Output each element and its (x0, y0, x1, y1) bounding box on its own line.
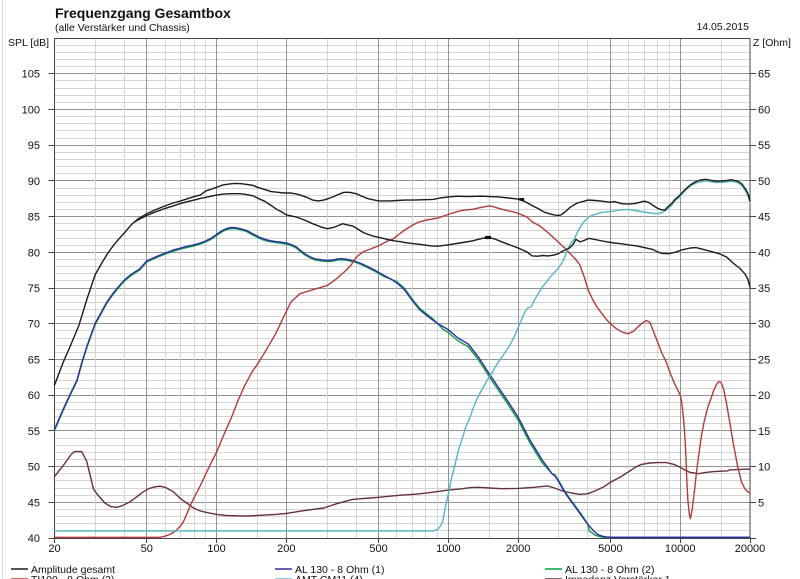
svg-text:10: 10 (758, 462, 770, 474)
svg-text:AL 130 - 8 Ohm (2): AL 130 - 8 Ohm (2) (565, 564, 654, 576)
svg-text:1000: 1000 (436, 543, 460, 555)
svg-text:20: 20 (758, 390, 770, 402)
svg-text:95: 95 (28, 140, 40, 152)
svg-text:200: 200 (277, 543, 295, 555)
svg-text:105: 105 (22, 69, 40, 81)
svg-text:Z [Ohm]: Z [Ohm] (753, 37, 791, 49)
svg-text:35: 35 (758, 283, 770, 295)
svg-text:(alle Verstärker und Chassis): (alle Verstärker und Chassis) (55, 22, 190, 34)
svg-text:2000: 2000 (506, 543, 530, 555)
svg-text:Frequenzgang Gesamtbox: Frequenzgang Gesamtbox (55, 5, 231, 21)
svg-text:60: 60 (758, 104, 770, 116)
svg-text:45: 45 (758, 212, 770, 224)
svg-text:AL 130 - 8 Ohm (1): AL 130 - 8 Ohm (1) (295, 564, 384, 576)
svg-text:60: 60 (28, 390, 40, 402)
svg-text:50: 50 (758, 176, 770, 188)
svg-text:AMT CM11 (4): AMT CM11 (4) (295, 574, 363, 579)
svg-text:20: 20 (48, 543, 60, 555)
svg-text:75: 75 (28, 283, 40, 295)
svg-text:100: 100 (22, 104, 40, 116)
svg-text:90: 90 (28, 176, 40, 188)
svg-text:5: 5 (758, 497, 764, 509)
svg-text:40: 40 (758, 247, 770, 259)
svg-text:55: 55 (28, 426, 40, 438)
svg-text:25: 25 (758, 354, 770, 366)
svg-text:14.05.2015: 14.05.2015 (696, 21, 749, 33)
svg-text:Impedanz Verstärker 1: Impedanz Verstärker 1 (565, 574, 671, 579)
svg-text:50: 50 (28, 462, 40, 474)
svg-text:40: 40 (28, 533, 40, 545)
svg-text:45: 45 (28, 497, 40, 509)
svg-text:30: 30 (758, 319, 770, 331)
svg-text:85: 85 (28, 212, 40, 224)
svg-text:100: 100 (207, 543, 225, 555)
svg-text:20000: 20000 (735, 543, 766, 555)
svg-text:65: 65 (28, 354, 40, 366)
svg-text:55: 55 (758, 140, 770, 152)
svg-text:65: 65 (758, 69, 770, 81)
svg-text:10000: 10000 (665, 543, 696, 555)
svg-text:80: 80 (28, 247, 40, 259)
svg-text:50: 50 (141, 543, 153, 555)
svg-text:15: 15 (758, 426, 770, 438)
svg-text:TI100 - 8 Ohm (3): TI100 - 8 Ohm (3) (31, 574, 114, 579)
svg-text:500: 500 (369, 543, 387, 555)
svg-text:Amplitude gesamt: Amplitude gesamt (31, 564, 115, 576)
svg-text:SPL [dB]: SPL [dB] (8, 37, 49, 49)
svg-text:5000: 5000 (598, 543, 622, 555)
svg-text:70: 70 (28, 319, 40, 331)
